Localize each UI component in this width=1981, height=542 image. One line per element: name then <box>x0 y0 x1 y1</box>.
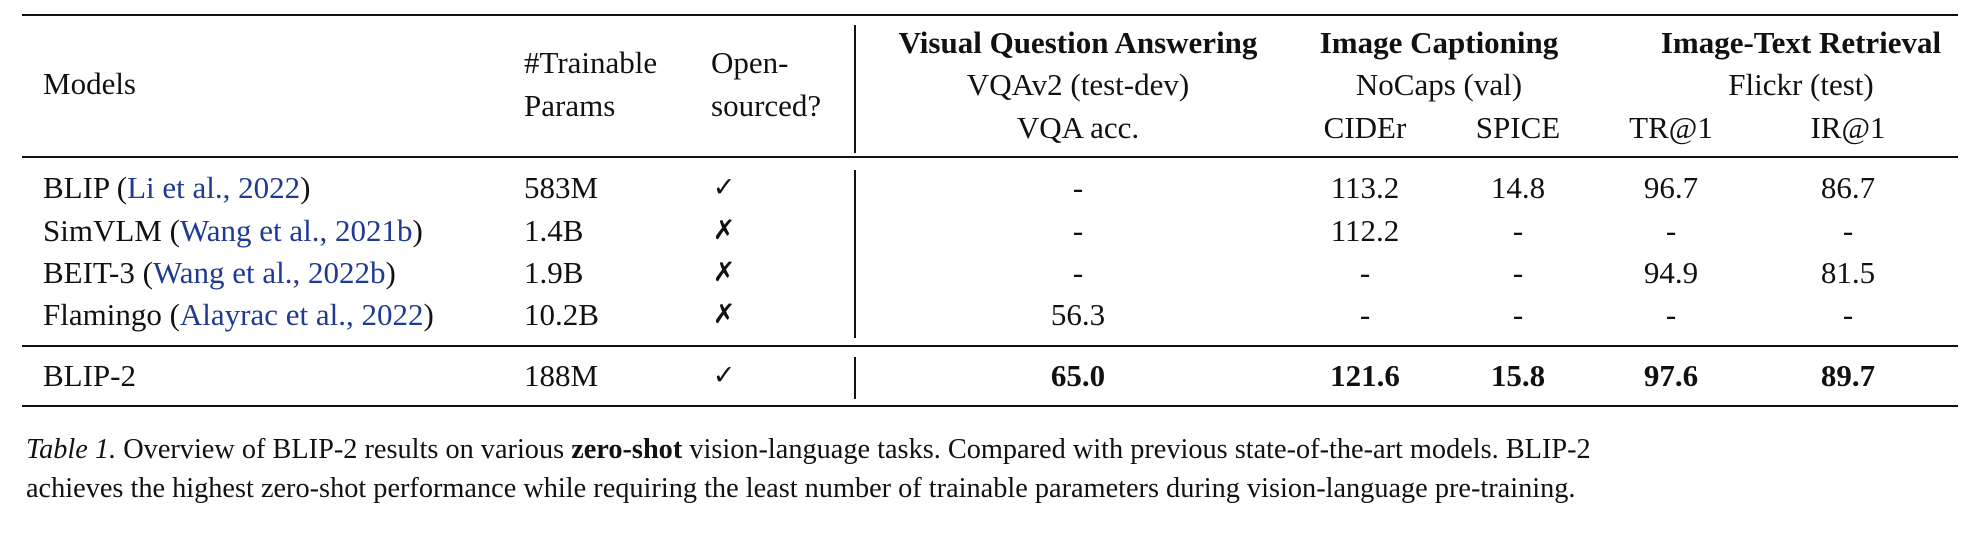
value-cell: - <box>1842 297 1854 332</box>
value-cell: 113.2 <box>1330 170 1400 205</box>
group-dataset-vqa: VQAv2 (test-dev) <box>966 67 1190 102</box>
model-name: BLIP <box>43 170 110 205</box>
header-trainable-params-line2: Params <box>524 88 616 123</box>
value-cell-ours: 89.7 <box>1820 358 1876 393</box>
caption-line-2: achieves the highest zero-shot performan… <box>26 473 1576 504</box>
citation-link[interactable]: Wang et al., 2021b <box>179 213 413 248</box>
open-sourced-mark: ✗ <box>712 257 736 288</box>
params-cell: 1.9B <box>524 255 584 290</box>
model-name: SimVLM <box>43 213 162 248</box>
table-row: Flamingo (Alayrac et al., 2022) <box>43 297 434 332</box>
table-row: BLIP (Li et al., 2022) <box>43 170 311 205</box>
model-name: BEIT-3 <box>43 255 135 290</box>
value-cell: - <box>1512 213 1524 248</box>
caption-label: Table 1. <box>26 434 117 465</box>
column-divider-header <box>854 25 856 153</box>
group-title-captioning: Image Captioning <box>1319 25 1559 60</box>
value-cell: 96.7 <box>1643 170 1699 205</box>
params-cell: 1.4B <box>524 213 584 248</box>
model-name-ours: BLIP-2 <box>43 358 136 393</box>
value-cell: - <box>1359 255 1371 290</box>
params-cell: 10.2B <box>524 297 599 332</box>
value-cell: - <box>1665 297 1677 332</box>
value-cell-ours: 97.6 <box>1643 358 1699 393</box>
table-caption: Table 1. Overview of BLIP-2 results on v… <box>26 430 1961 508</box>
value-cell: - <box>1512 255 1524 290</box>
value-cell: 94.9 <box>1643 255 1699 290</box>
open-sourced-mark-ours: ✓ <box>712 360 736 391</box>
group-dataset-captioning: NoCaps (val) <box>1355 67 1523 102</box>
table-row: BEIT-3 (Wang et al., 2022b) <box>43 255 396 290</box>
caption-line-1: Table 1. Overview of BLIP-2 results on v… <box>26 434 1591 465</box>
table-bottom-rule <box>22 405 1958 407</box>
table-row: SimVLM (Wang et al., 2021b) <box>43 213 423 248</box>
group-title-vqa: Visual Question Answering <box>898 25 1258 60</box>
metric-vqa-acc: VQA acc. <box>1016 110 1140 145</box>
header-models: Models <box>43 66 136 101</box>
value-cell: 86.7 <box>1820 170 1876 205</box>
metric-tr1: TR@1 <box>1629 110 1713 145</box>
value-cell: 112.2 <box>1330 213 1400 248</box>
value-cell: - <box>1072 255 1084 290</box>
value-cell: 14.8 <box>1490 170 1546 205</box>
group-title-retrieval: Image-Text Retrieval <box>1660 25 1942 60</box>
table-top-rule <box>22 14 1958 16</box>
value-cell-ours: 15.8 <box>1490 358 1546 393</box>
value-cell: - <box>1072 170 1084 205</box>
open-sourced-mark: ✗ <box>712 299 736 330</box>
value-cell: - <box>1072 213 1084 248</box>
baseline-separator-rule <box>22 345 1958 347</box>
metric-spice: SPICE <box>1475 110 1561 145</box>
citation-link[interactable]: Wang et al., 2022b <box>152 255 386 290</box>
params-cell-ours: 188M <box>524 358 599 393</box>
model-name: Flamingo <box>43 297 162 332</box>
value-cell: - <box>1512 297 1524 332</box>
open-sourced-mark: ✓ <box>712 172 736 203</box>
value-cell-ours: 121.6 <box>1330 358 1400 393</box>
value-cell-ours: 65.0 <box>1050 358 1106 393</box>
value-cell: 56.3 <box>1050 297 1106 332</box>
header-open-sourced-line1: Open- <box>711 45 789 80</box>
metric-ir1: IR@1 <box>1810 110 1886 145</box>
value-cell: - <box>1842 213 1854 248</box>
value-cell: - <box>1359 297 1371 332</box>
group-dataset-retrieval: Flickr (test) <box>1728 67 1874 102</box>
value-cell: - <box>1665 213 1677 248</box>
column-divider-ours <box>854 357 856 399</box>
value-cell: 81.5 <box>1820 255 1876 290</box>
citation-link[interactable]: Alayrac et al., 2022 <box>179 297 424 332</box>
citation-link[interactable]: Li et al., 2022 <box>127 170 301 205</box>
column-divider-body <box>854 170 856 338</box>
caption-emphasis: zero-shot <box>571 434 683 465</box>
params-cell: 583M <box>524 170 599 205</box>
metric-cider: CIDEr <box>1323 110 1407 145</box>
open-sourced-mark: ✗ <box>712 215 736 246</box>
header-open-sourced-line2: sourced? <box>711 88 822 123</box>
header-trainable-params-line1: #Trainable <box>524 45 658 80</box>
header-rule <box>22 156 1958 158</box>
